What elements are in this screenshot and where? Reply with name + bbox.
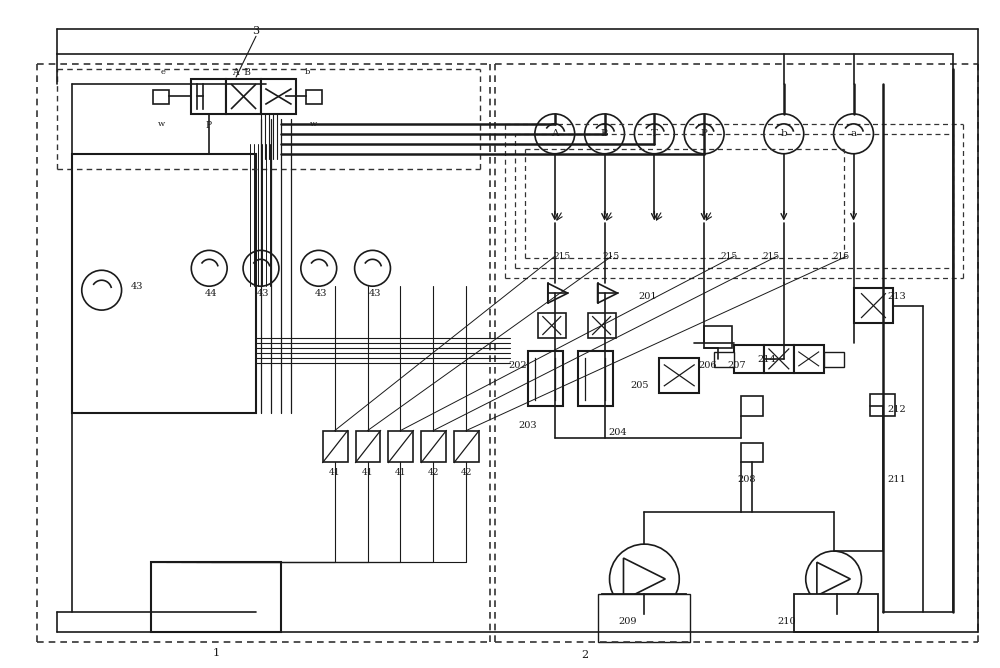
Text: 213: 213 [887,292,906,301]
Text: 41: 41 [362,468,373,477]
Bar [704,326,732,348]
Polygon shape [598,283,618,303]
Text: 215: 215 [553,252,570,261]
Bar [528,351,563,405]
Bar [588,313,616,338]
Text: 43: 43 [257,289,269,298]
Bar [306,90,322,104]
Bar [794,345,824,373]
Bar [151,562,281,632]
Bar [454,431,479,462]
Text: w: w [310,120,317,128]
Polygon shape [817,562,850,596]
Text: 201: 201 [638,292,657,301]
Text: P: P [701,130,708,138]
Bar [659,358,699,393]
Bar [323,431,348,462]
Text: 2: 2 [581,650,588,660]
Text: b: b [305,68,310,76]
Text: 43: 43 [368,289,381,298]
Polygon shape [623,558,665,600]
Bar [854,288,893,323]
Text: 215: 215 [603,252,620,261]
Text: T: T [651,130,658,138]
Text: 209: 209 [618,617,637,627]
Text: e: e [161,68,166,76]
Bar [421,431,446,462]
Text: 43: 43 [130,282,143,291]
Bar [794,594,878,632]
Text: 214: 214 [758,355,776,364]
Text: 3: 3 [252,26,260,36]
Text: P: P [206,122,212,130]
Text: 206: 206 [698,361,716,370]
Text: B: B [601,130,608,138]
Text: 42: 42 [460,468,472,477]
Bar [72,154,256,413]
Bar [741,395,763,415]
Bar [734,345,764,373]
Bar [261,79,296,114]
Text: 205: 205 [630,381,649,390]
Text: 1: 1 [213,648,220,658]
Text: 203: 203 [519,421,537,430]
Bar [153,90,169,104]
Bar [356,431,380,462]
Text: 43: 43 [314,289,327,298]
Bar [578,351,613,405]
Text: 215: 215 [832,252,849,261]
Polygon shape [548,283,568,303]
Bar [764,345,794,373]
Bar [602,594,686,632]
Text: 42: 42 [428,468,439,477]
Bar [598,594,690,642]
Text: b: b [780,130,787,138]
Text: 208: 208 [738,475,756,484]
Text: 41: 41 [329,468,340,477]
Bar [388,431,413,462]
Text: 211: 211 [887,475,906,484]
Text: 210: 210 [777,617,796,627]
Bar [870,393,895,415]
Text: 215: 215 [720,252,738,261]
Text: 202: 202 [509,361,527,370]
Text: 44: 44 [205,289,217,298]
Bar [741,442,763,462]
Bar [824,352,844,367]
Text: 41: 41 [395,468,406,477]
Text: A  B: A B [232,67,251,77]
Bar [191,79,226,114]
Bar [714,352,734,367]
Text: 215: 215 [762,252,779,261]
Bar [226,79,261,114]
Text: A: A [551,130,559,138]
Bar [538,313,566,338]
Text: 207: 207 [728,361,746,370]
Text: w: w [158,120,165,128]
Text: a: a [850,130,857,138]
Text: 204: 204 [608,428,627,437]
Text: 212: 212 [887,405,906,414]
